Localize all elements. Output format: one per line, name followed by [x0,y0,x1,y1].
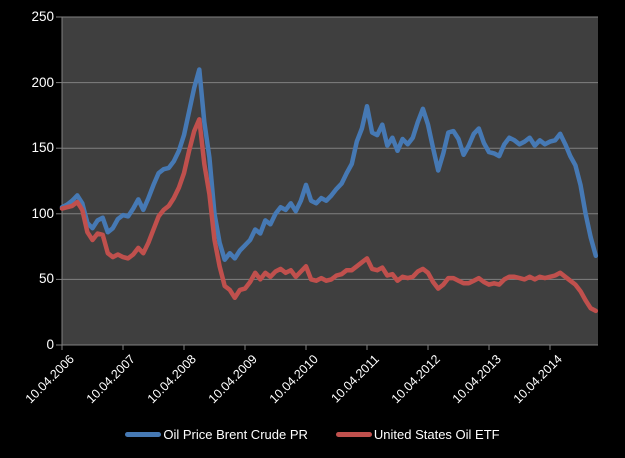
y-axis-label-0: 0 [46,337,54,352]
y-axis-label-150: 150 [31,140,54,156]
plot-background [62,17,598,345]
axis-lines-and-ticks [56,16,598,350]
brent-legend-label: Oil Price Brent Crude PR [163,427,308,442]
legend-item-uso: United States Oil ETF [335,427,500,442]
y-axis-label-250: 250 [31,9,54,24]
y-axis-label-200: 200 [31,74,54,90]
legend-item-brent: Oil Price Brent Crude PR [125,427,308,442]
series-lines [59,67,599,314]
uso-legend-label: United States Oil ETF [373,427,500,442]
legend: Oil Price Brent Crude PR United States O… [0,427,625,442]
uso-line [59,117,599,314]
y-axis-label-100: 100 [31,205,54,221]
y-axis-label-50: 50 [38,271,54,287]
brent-line-marker-icon [125,432,162,437]
brent-line [59,67,599,262]
uso-line-marker-icon [335,432,372,437]
